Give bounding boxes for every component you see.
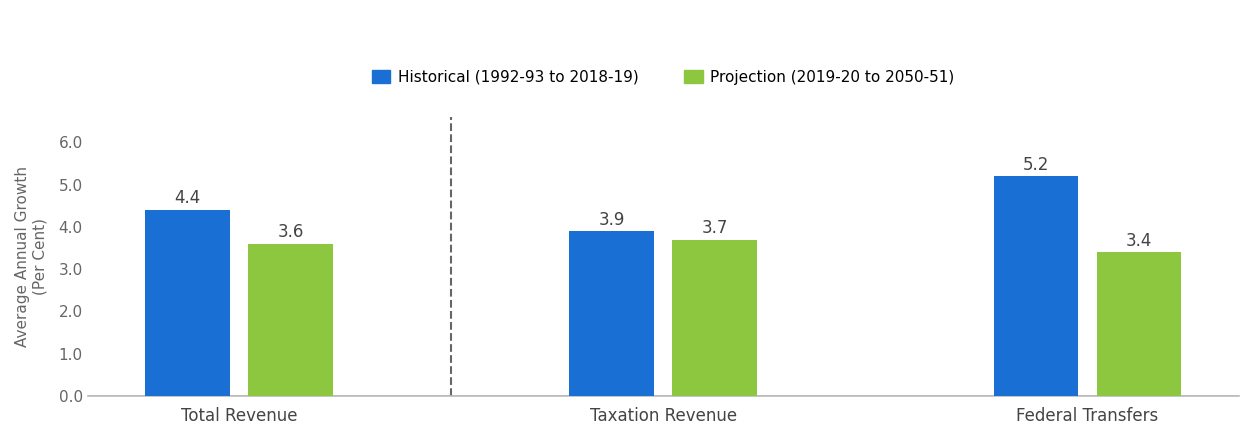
Text: 4.4: 4.4 — [174, 190, 201, 208]
Bar — [569, 231, 655, 396]
Text: 3.7: 3.7 — [702, 219, 729, 237]
Bar — [672, 240, 757, 396]
Bar — [1096, 252, 1181, 396]
Text: 3.9: 3.9 — [598, 211, 624, 229]
Text: 3.6: 3.6 — [277, 223, 303, 241]
Text: 5.2: 5.2 — [1023, 156, 1050, 174]
Legend: Historical (1992-93 to 2018-19), Projection (2019-20 to 2050-51): Historical (1992-93 to 2018-19), Project… — [366, 63, 961, 91]
Y-axis label: Average Annual Growth
(Per Cent): Average Annual Growth (Per Cent) — [15, 166, 48, 347]
Text: 3.4: 3.4 — [1126, 232, 1152, 250]
Bar — [145, 210, 229, 396]
Bar — [248, 244, 334, 396]
Bar — [993, 176, 1078, 396]
